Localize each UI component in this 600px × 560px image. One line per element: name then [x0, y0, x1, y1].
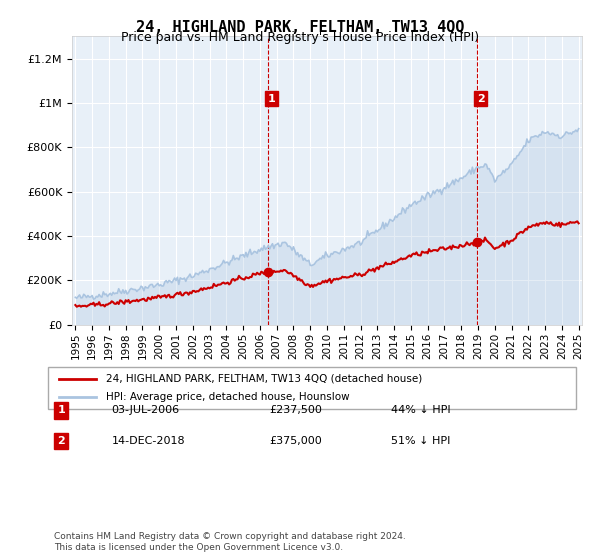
Text: Contains HM Land Registry data © Crown copyright and database right 2024.
This d: Contains HM Land Registry data © Crown c… — [54, 532, 406, 552]
Text: 2: 2 — [58, 436, 65, 446]
Text: 1: 1 — [58, 405, 65, 415]
Text: 44% ↓ HPI: 44% ↓ HPI — [391, 405, 451, 415]
FancyBboxPatch shape — [48, 367, 576, 409]
Text: Price paid vs. HM Land Registry's House Price Index (HPI): Price paid vs. HM Land Registry's House … — [121, 31, 479, 44]
Text: 24, HIGHLAND PARK, FELTHAM, TW13 4QQ (detached house): 24, HIGHLAND PARK, FELTHAM, TW13 4QQ (de… — [106, 374, 422, 384]
Text: 51% ↓ HPI: 51% ↓ HPI — [391, 436, 451, 446]
Text: 03-JUL-2006: 03-JUL-2006 — [112, 405, 179, 415]
Text: £237,500: £237,500 — [270, 405, 323, 415]
Text: HPI: Average price, detached house, Hounslow: HPI: Average price, detached house, Houn… — [106, 392, 350, 402]
Text: 2: 2 — [477, 94, 485, 104]
Text: £375,000: £375,000 — [270, 436, 323, 446]
Text: 14-DEC-2018: 14-DEC-2018 — [112, 436, 185, 446]
Text: 24, HIGHLAND PARK, FELTHAM, TW13 4QQ: 24, HIGHLAND PARK, FELTHAM, TW13 4QQ — [136, 20, 464, 35]
Text: 1: 1 — [268, 94, 275, 104]
